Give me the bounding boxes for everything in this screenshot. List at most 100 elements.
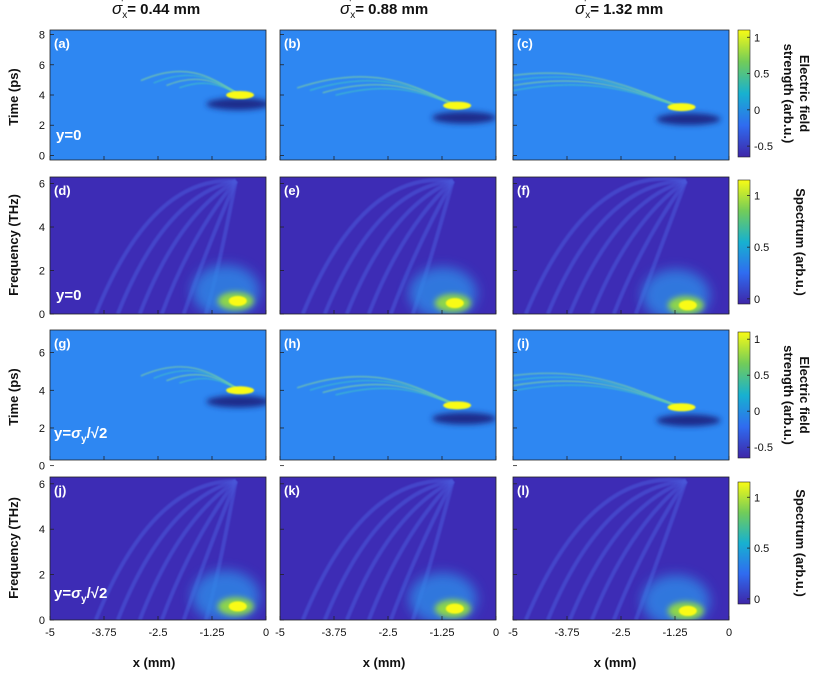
spectrum-fringe bbox=[159, 479, 238, 620]
field-fringe bbox=[296, 376, 458, 406]
x-tick-label: -2.5 bbox=[149, 627, 168, 639]
panel-a: (a) y=0 0 2 4 6 8 bbox=[39, 30, 267, 162]
spectrum-peak bbox=[445, 603, 464, 614]
colorbar-tick-label: 0 bbox=[754, 594, 760, 606]
spectrum-fringe bbox=[567, 179, 687, 314]
spectrum-fringe bbox=[115, 479, 237, 620]
spectrum-fringe bbox=[589, 479, 688, 620]
field-trough bbox=[656, 113, 721, 126]
panel-label: (j) bbox=[54, 483, 66, 498]
spectrum-fringe bbox=[611, 179, 688, 314]
colorbar-label: Spectrum (arb.u.) bbox=[793, 489, 808, 597]
x-tick-label: -3.75 bbox=[91, 627, 116, 639]
spectrum-halo bbox=[191, 570, 260, 620]
spectrum-peak bbox=[228, 295, 247, 306]
panel-c: (c) bbox=[512, 29, 730, 161]
y-tick-label: 4 bbox=[39, 524, 45, 536]
x-tick-label: -2.5 bbox=[612, 627, 631, 639]
spectrum-fringe bbox=[545, 179, 686, 314]
x-tick-label: -1.25 bbox=[429, 627, 454, 639]
xlabel-col2: x (mm) bbox=[363, 655, 406, 670]
panel-j: (j) y=σy/√2 0 2 4 6 -5 -3.75 -2.5 -1.25 0 bbox=[39, 476, 269, 639]
column-title-3: σx' = 1.32 mm bbox=[575, 0, 663, 21]
panel-background bbox=[280, 330, 496, 460]
panel-b: (b) bbox=[279, 29, 497, 161]
colorbar-gradient bbox=[737, 331, 751, 459]
field-fringe bbox=[513, 372, 682, 408]
field-peak bbox=[443, 101, 472, 110]
colorbar-tick-label: 0.5 bbox=[754, 370, 769, 382]
y-tick-label: 0 bbox=[39, 150, 45, 162]
colorbar-tick-label: -0.5 bbox=[754, 442, 773, 454]
y-tick-label: 2 bbox=[39, 266, 45, 278]
panel-g: (g) y=σy/√2 0 2 4 6 bbox=[39, 329, 267, 473]
panel-d: (d) y=0 0 2 4 6 bbox=[39, 176, 267, 321]
x-tick-label: 0 bbox=[726, 627, 732, 639]
panel-label: (d) bbox=[54, 183, 71, 198]
spectrum-fringe bbox=[93, 178, 236, 314]
x-tick-label: -3.75 bbox=[554, 627, 579, 639]
field-peak bbox=[667, 403, 696, 412]
x-tick-label: -5 bbox=[508, 627, 518, 639]
panel-label: (h) bbox=[284, 336, 301, 351]
x-tick-label: -3.75 bbox=[321, 627, 346, 639]
panel-f: (f) bbox=[512, 176, 730, 315]
spectrum-fringe bbox=[181, 480, 238, 620]
y-tick-label: 0 bbox=[39, 461, 45, 473]
x-tick-label: 0 bbox=[263, 627, 269, 639]
spectrum-fringe bbox=[344, 479, 454, 620]
panel-background bbox=[50, 330, 266, 460]
spectrum-fringe bbox=[322, 479, 454, 620]
panel-background bbox=[513, 330, 729, 460]
colorbar-tick-label: 0 bbox=[754, 406, 760, 418]
colorbar-tick-label: 0.5 bbox=[754, 242, 769, 254]
spectrum-fringe bbox=[137, 479, 237, 620]
y-tick-label: 2 bbox=[39, 120, 45, 132]
x-tick-label: -5 bbox=[45, 627, 55, 639]
field-fringe bbox=[296, 76, 458, 107]
colorbar-tick-label: 1 bbox=[754, 32, 760, 44]
y-tick-label: 6 bbox=[39, 479, 45, 491]
spectrum-halo bbox=[641, 269, 710, 314]
spectrum-fringe bbox=[388, 480, 455, 620]
spectrum-peak bbox=[228, 601, 247, 612]
panel-label: (g) bbox=[54, 336, 71, 351]
y-tick-label: 4 bbox=[39, 222, 45, 234]
spectrum-halo bbox=[408, 572, 477, 620]
panel-h: (h) bbox=[279, 329, 497, 467]
field-peak bbox=[226, 386, 255, 395]
panel-i: (i) bbox=[512, 329, 730, 467]
spectrum-fringe bbox=[300, 478, 453, 620]
colorbar-gradient bbox=[737, 179, 751, 305]
spectrum-fringe bbox=[611, 479, 688, 620]
spectrum-peak bbox=[445, 298, 464, 309]
spectrum-fringe bbox=[159, 179, 238, 314]
colorbar-tick-label: 0 bbox=[754, 105, 760, 117]
spectrum-fringe bbox=[388, 180, 455, 314]
y-tick-label: 0 bbox=[39, 615, 45, 627]
svg-text:σx'= 1.32 mm: σx' = 1.32 mm bbox=[575, 0, 663, 21]
xlabel-col1: x (mm) bbox=[133, 655, 176, 670]
x-tick-label: -1.25 bbox=[199, 627, 224, 639]
spectrum-peak bbox=[678, 300, 697, 311]
panel-background bbox=[513, 30, 729, 160]
annotation-y-sigma: y=σy/√2 bbox=[54, 585, 107, 605]
y-tick-label: 4 bbox=[39, 90, 45, 102]
colorbar-label: Electric field bbox=[797, 55, 812, 132]
field-trough bbox=[432, 111, 496, 124]
svg-text:σx'= 0.44 mm: σx' = 0.44 mm bbox=[112, 0, 200, 21]
column-title-1: σx' = 0.44 mm bbox=[112, 0, 200, 21]
spectrum-fringe bbox=[523, 477, 687, 620]
annotation-y0: y=0 bbox=[56, 127, 81, 144]
colorbar-tick-label: 0.5 bbox=[754, 543, 769, 555]
annotation-y0: y=0 bbox=[56, 287, 81, 304]
colorbar-2: 1 0.5 0 Spectrum (arb.u.) bbox=[737, 179, 808, 306]
x-tick-label: -2.5 bbox=[379, 627, 398, 639]
spectrum-fringe bbox=[545, 479, 686, 620]
spectrum-fringe bbox=[589, 179, 687, 314]
colorbar-tick-label: 0 bbox=[754, 294, 760, 306]
ylabel-row2: Frequency (THz) bbox=[6, 194, 21, 296]
spectrum-fringe bbox=[366, 479, 455, 620]
panel-label: (b) bbox=[284, 36, 301, 51]
